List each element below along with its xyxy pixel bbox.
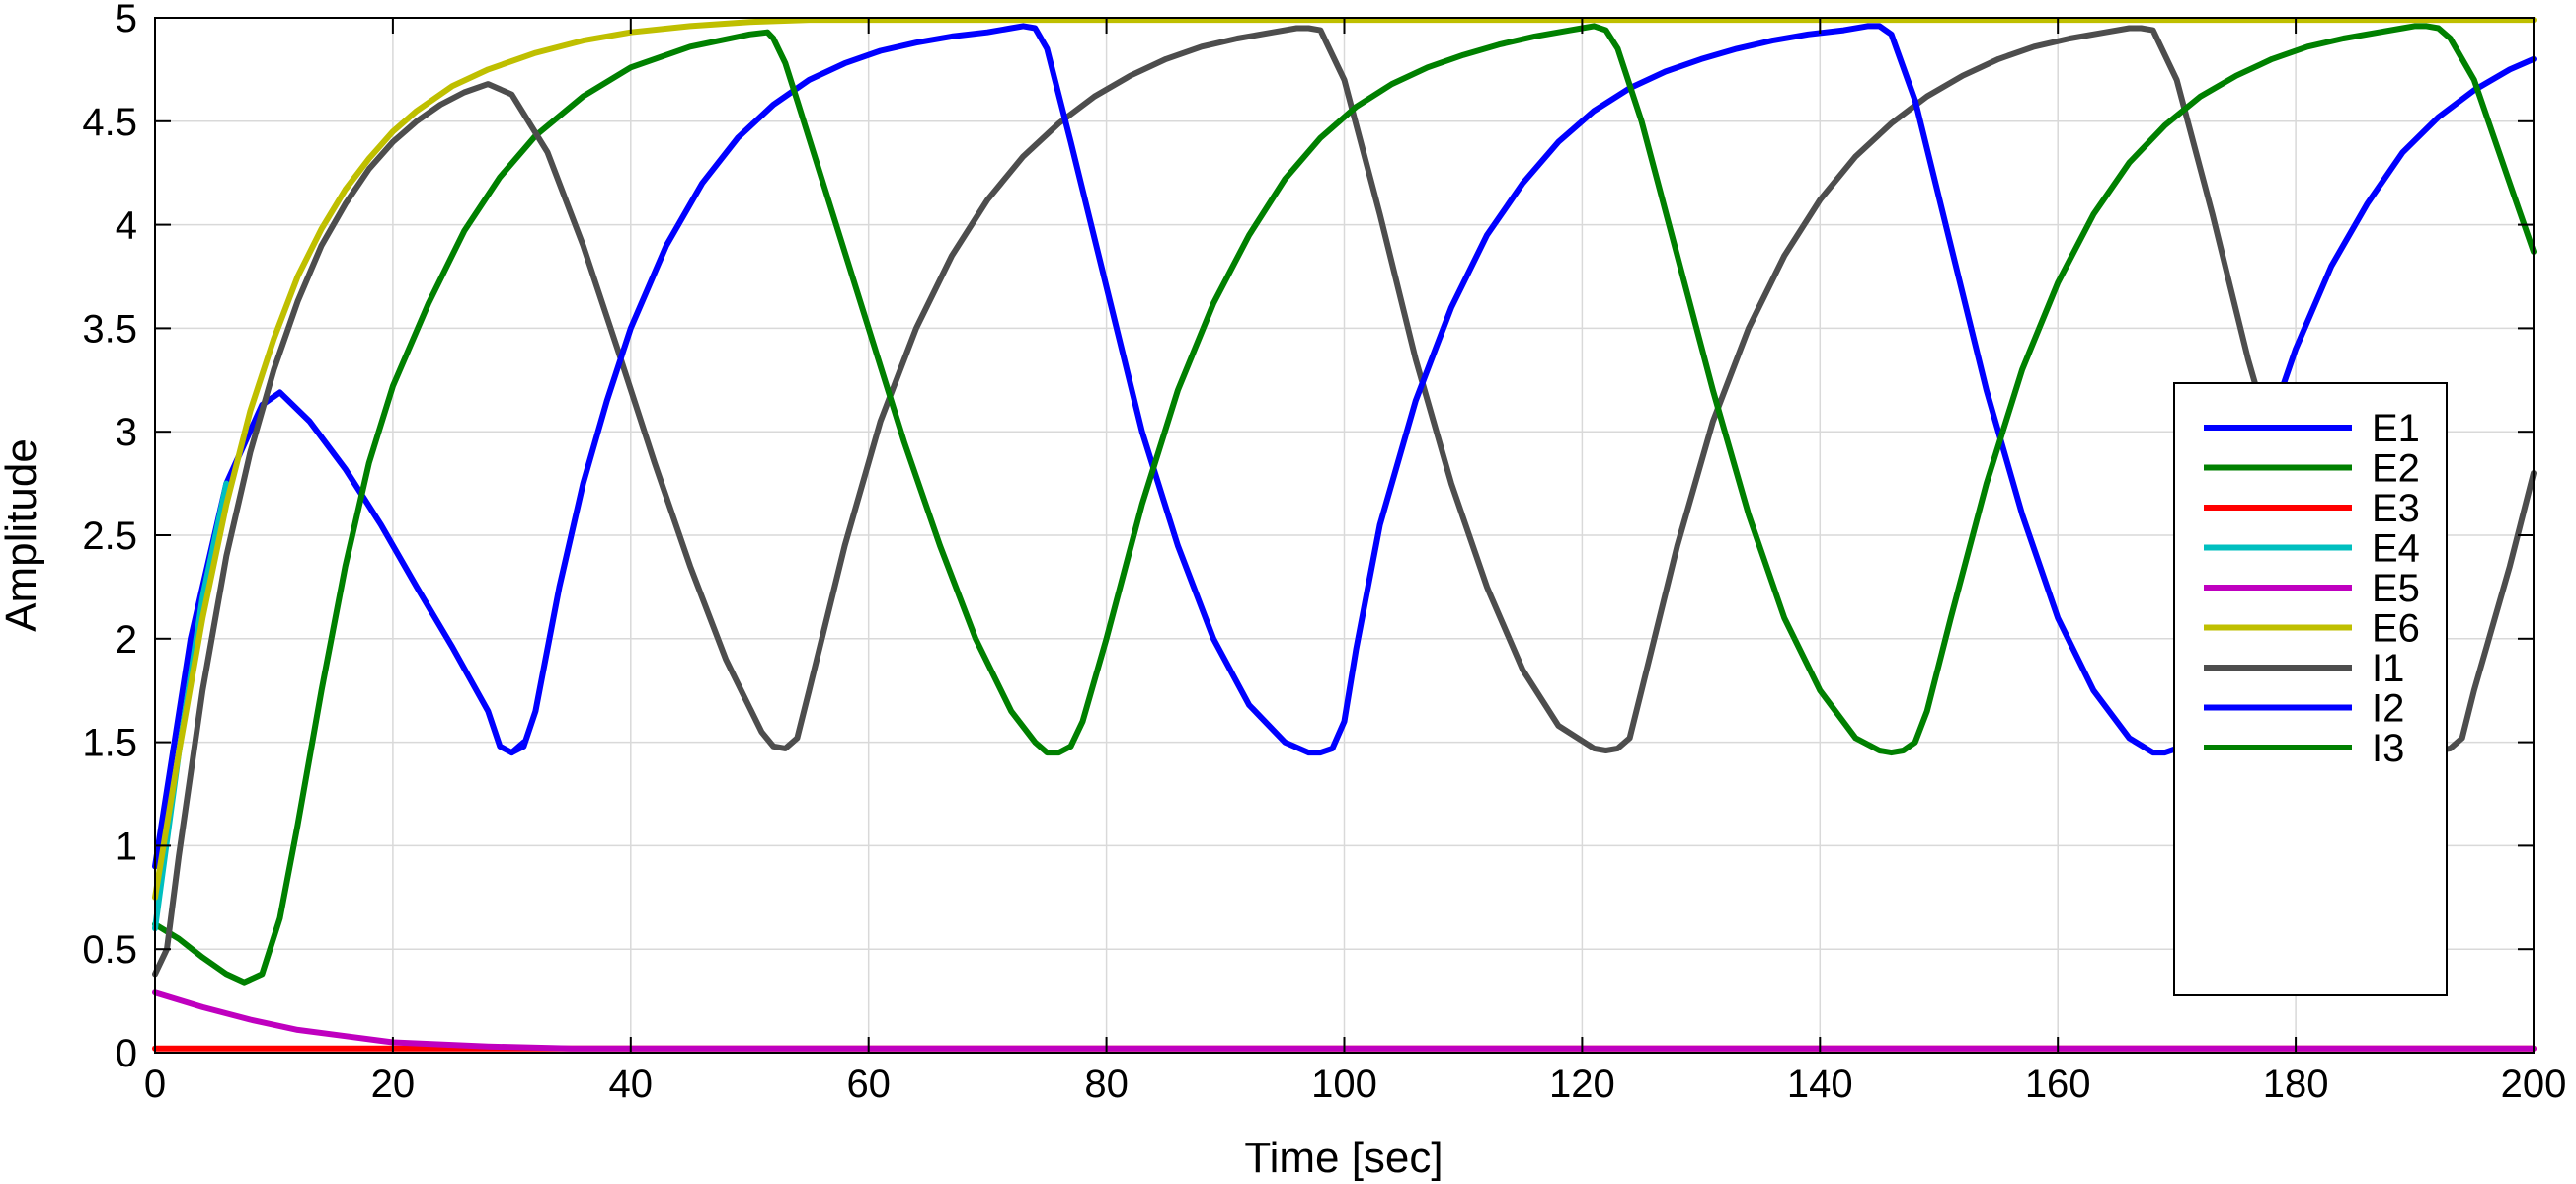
y-tick-label: 3 <box>116 411 137 454</box>
y-tick-label: 4.5 <box>82 101 137 144</box>
y-tick-label: 1.5 <box>82 722 137 765</box>
y-tick-label: 2 <box>116 618 137 662</box>
y-tick-label: 4 <box>116 204 137 248</box>
x-tick-label: 140 <box>1787 1063 1853 1106</box>
tick-marks <box>154 17 2535 1054</box>
legend-label-e6: E6 <box>2372 607 2420 651</box>
y-tick-label: 2.5 <box>82 514 137 558</box>
y-tick-label: 0 <box>116 1032 137 1075</box>
series-line-e5 <box>152 989 2537 1052</box>
series-line-i1 <box>152 25 2537 978</box>
legend-label-e4: E4 <box>2372 527 2420 571</box>
legend-label-e5: E5 <box>2372 567 2420 610</box>
y-tick-labels: 0 0.5 1 1.5 2 2.5 3 3.5 4 4.5 5 <box>82 0 137 1075</box>
y-tick-label: 1 <box>116 825 137 868</box>
series-line-e2 <box>152 29 771 986</box>
legend-label-i3: I3 <box>2372 727 2404 770</box>
x-tick-labels: 0 20 40 60 80 100 120 140 160 180 200 <box>144 1063 2567 1106</box>
y-tick-label: 0.5 <box>82 928 137 972</box>
x-tick-label: 20 <box>371 1063 416 1106</box>
series-line-i2 <box>508 23 2537 756</box>
legend-box <box>2173 382 2448 996</box>
legend-label-i2: I2 <box>2372 687 2404 731</box>
x-tick-label: 60 <box>846 1063 891 1106</box>
legend-label-i1: I1 <box>2372 647 2404 690</box>
x-axis-label: Time [sec] <box>1244 1134 1443 1182</box>
x-tick-label: 40 <box>609 1063 654 1106</box>
y-tick-label: 3.5 <box>82 307 137 351</box>
legend-label-e3: E3 <box>2372 487 2420 530</box>
series-lines <box>152 17 2537 1052</box>
x-tick-label: 0 <box>144 1063 166 1106</box>
x-tick-label: 180 <box>2263 1063 2329 1106</box>
legend-label-e1: E1 <box>2372 407 2420 450</box>
x-tick-label: 100 <box>1311 1063 1377 1106</box>
x-tick-label: 120 <box>1549 1063 1615 1106</box>
series-line-i3 <box>764 23 2537 756</box>
legend-label-e2: E2 <box>2372 447 2420 491</box>
y-axis-label: Amplitude <box>0 438 45 632</box>
series-line-e6 <box>152 17 2537 901</box>
x-tick-label: 80 <box>1084 1063 1129 1106</box>
y-tick-label: 5 <box>116 0 137 40</box>
x-tick-label: 200 <box>2501 1063 2567 1106</box>
x-tick-label: 160 <box>2025 1063 2091 1106</box>
